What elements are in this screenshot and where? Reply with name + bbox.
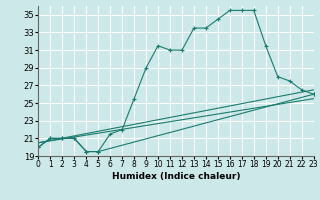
X-axis label: Humidex (Indice chaleur): Humidex (Indice chaleur) xyxy=(112,172,240,181)
